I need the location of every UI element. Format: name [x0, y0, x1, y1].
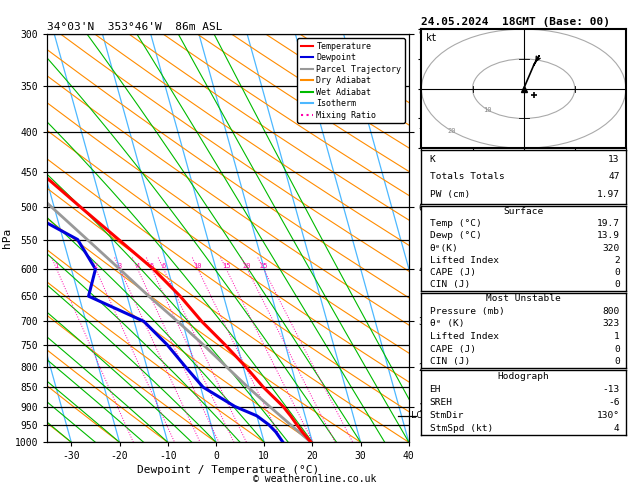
Text: LCL: LCL — [411, 411, 427, 420]
Text: 2: 2 — [614, 256, 620, 265]
Text: 130°: 130° — [597, 411, 620, 420]
Text: PW (cm): PW (cm) — [430, 190, 470, 199]
Text: CAPE (J): CAPE (J) — [430, 345, 476, 354]
Text: 1.97: 1.97 — [597, 190, 620, 199]
Text: -6: -6 — [608, 398, 620, 407]
Text: Totals Totals: Totals Totals — [430, 173, 504, 181]
Text: θᵉ (K): θᵉ (K) — [430, 319, 464, 329]
Text: 15: 15 — [222, 263, 230, 269]
Legend: Temperature, Dewpoint, Parcel Trajectory, Dry Adiabat, Wet Adiabat, Isotherm, Mi: Temperature, Dewpoint, Parcel Trajectory… — [297, 38, 404, 123]
Text: Temp (°C): Temp (°C) — [430, 219, 481, 228]
Text: 10: 10 — [483, 107, 492, 113]
Text: 47: 47 — [608, 173, 620, 181]
Text: Pressure (mb): Pressure (mb) — [430, 307, 504, 316]
X-axis label: Dewpoint / Temperature (°C): Dewpoint / Temperature (°C) — [137, 466, 319, 475]
Text: CIN (J): CIN (J) — [430, 280, 470, 289]
Text: StmSpd (kt): StmSpd (kt) — [430, 424, 493, 434]
Text: 1: 1 — [55, 263, 58, 269]
Text: 13.9: 13.9 — [597, 231, 620, 241]
Text: 0: 0 — [614, 268, 620, 277]
Text: 0: 0 — [614, 357, 620, 366]
Text: © weatheronline.co.uk: © weatheronline.co.uk — [253, 473, 376, 484]
Text: CAPE (J): CAPE (J) — [430, 268, 476, 277]
Text: 323: 323 — [603, 319, 620, 329]
Text: 19.7: 19.7 — [597, 219, 620, 228]
Text: Hodograph: Hodograph — [498, 372, 550, 381]
Text: θᵉ(K): θᵉ(K) — [430, 243, 459, 253]
Text: 20: 20 — [447, 128, 455, 134]
Text: 1: 1 — [614, 332, 620, 341]
Text: 24.05.2024  18GMT (Base: 00): 24.05.2024 18GMT (Base: 00) — [421, 17, 610, 27]
Text: 320: 320 — [603, 243, 620, 253]
Text: Lifted Index: Lifted Index — [430, 332, 499, 341]
Text: 5: 5 — [150, 263, 154, 269]
Text: 34°03'N  353°46'W  86m ASL: 34°03'N 353°46'W 86m ASL — [47, 22, 223, 32]
Text: Most Unstable: Most Unstable — [486, 295, 561, 303]
Text: CIN (J): CIN (J) — [430, 357, 470, 366]
Text: Lifted Index: Lifted Index — [430, 256, 499, 265]
Text: EH: EH — [430, 385, 441, 394]
Y-axis label: km
ASL: km ASL — [427, 229, 449, 247]
Text: StmDir: StmDir — [430, 411, 464, 420]
Text: -13: -13 — [603, 385, 620, 394]
Text: 4: 4 — [135, 263, 140, 269]
Text: 0: 0 — [614, 345, 620, 354]
Text: 10: 10 — [194, 263, 202, 269]
Text: SREH: SREH — [430, 398, 453, 407]
Text: 20: 20 — [243, 263, 252, 269]
Text: 2: 2 — [94, 263, 98, 269]
Y-axis label: hPa: hPa — [2, 228, 12, 248]
Text: 0: 0 — [614, 280, 620, 289]
Text: Surface: Surface — [504, 207, 543, 216]
Text: 25: 25 — [259, 263, 268, 269]
Text: 800: 800 — [603, 307, 620, 316]
Text: K: K — [430, 155, 435, 164]
Text: 4: 4 — [614, 424, 620, 434]
Text: 3: 3 — [118, 263, 122, 269]
Text: kt: kt — [426, 33, 437, 43]
Text: Dewp (°C): Dewp (°C) — [430, 231, 481, 241]
Text: 13: 13 — [608, 155, 620, 164]
Text: 6: 6 — [162, 263, 165, 269]
